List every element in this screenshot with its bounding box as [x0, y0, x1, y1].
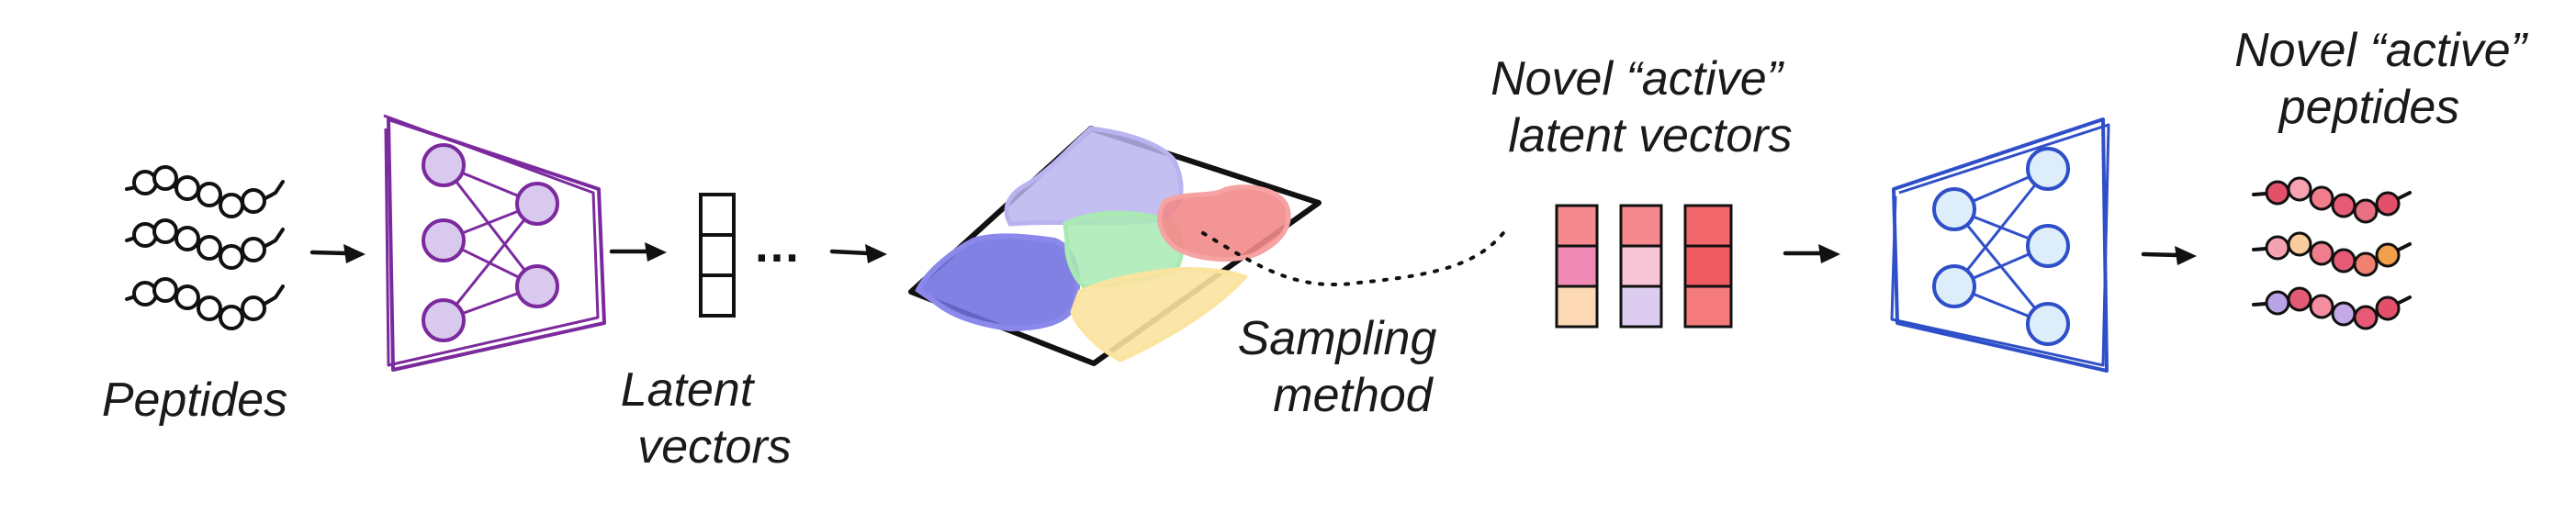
output-bead — [2353, 198, 2379, 224]
latent-label-line1: Latent — [621, 363, 756, 417]
output-peptide-chains — [2252, 176, 2412, 330]
output-bead — [2353, 251, 2379, 277]
novel-latent-label-line1: Novel “active” — [1490, 52, 1785, 106]
latent-cell — [1619, 284, 1663, 329]
novel-peptides-label-line2: peptides — [2278, 81, 2460, 134]
output-bead — [2375, 191, 2401, 217]
novel-latent-label-line2: latent vectors — [1508, 109, 1792, 162]
region-red — [1157, 184, 1291, 262]
peptide-chain — [125, 165, 285, 218]
output-peptides: Novel “active” peptides — [2234, 24, 2529, 330]
decoder-node — [1932, 187, 1976, 231]
latent-label-line2: vectors — [637, 420, 792, 474]
output-bead — [2287, 286, 2312, 312]
encoder-node — [515, 182, 559, 226]
encoder-node — [422, 143, 466, 187]
region-lavender — [1004, 126, 1184, 227]
output-bead — [2265, 290, 2290, 316]
peptides-label: Peptides — [102, 374, 287, 427]
arrow — [609, 242, 667, 262]
region-blue — [915, 233, 1080, 332]
output-bead — [2287, 176, 2312, 202]
arrow — [829, 244, 887, 263]
latent-cell — [1683, 284, 1733, 329]
input-peptides: Peptides — [102, 165, 287, 427]
output-bead — [2309, 294, 2334, 319]
output-bead — [2331, 248, 2357, 273]
output-peptide-chain — [2252, 231, 2412, 277]
decoder-node — [2026, 224, 2070, 268]
novel-latent-vectors: Novel “active” latent vectors — [1490, 52, 1793, 329]
output-bead — [2331, 301, 2357, 327]
latent-cell — [1619, 244, 1663, 288]
region-yellow — [1070, 267, 1249, 362]
decoder-node — [1932, 264, 1976, 308]
latent-cell — [1619, 204, 1663, 248]
decoder-network — [1890, 117, 2110, 373]
output-bead — [2309, 185, 2334, 211]
arrow — [2141, 246, 2197, 265]
latent-cell — [1683, 244, 1733, 288]
latent-cell — [1683, 204, 1733, 248]
sampling-label-line1: Sampling — [1238, 312, 1437, 365]
latent-cell — [1555, 204, 1599, 248]
latent-vector: … Latent vectors — [621, 193, 801, 474]
output-bead — [2265, 180, 2290, 206]
encoder-network — [383, 114, 606, 372]
decoder-node — [2026, 147, 2070, 191]
output-peptide-chain — [2252, 176, 2412, 224]
latent-cell — [1555, 244, 1599, 288]
novel-peptides-label-line1: Novel “active” — [2234, 24, 2529, 77]
arrow — [1783, 244, 1840, 263]
output-peptide-chain — [2252, 286, 2412, 330]
output-bead — [2331, 193, 2357, 218]
output-bead — [2287, 231, 2312, 257]
output-bead — [2265, 235, 2290, 261]
peptide-chain — [125, 218, 285, 270]
ellipsis: … — [753, 219, 801, 273]
arrow — [309, 244, 366, 263]
encoder-node — [422, 298, 466, 342]
output-bead — [2353, 305, 2379, 330]
output-bead — [2375, 242, 2401, 268]
peptide-chain — [125, 277, 285, 330]
encoder-node — [422, 218, 466, 262]
encoder-node — [515, 264, 559, 308]
decoder-node — [2026, 302, 2070, 346]
latent-space: Sampling method — [908, 126, 1437, 422]
sampling-label-line2: method — [1273, 369, 1434, 422]
sampling-path — [1201, 228, 1508, 287]
latent-vector-grid — [1555, 204, 1733, 329]
output-bead — [2375, 296, 2401, 321]
latent-cell — [1555, 284, 1599, 329]
output-bead — [2309, 240, 2334, 266]
